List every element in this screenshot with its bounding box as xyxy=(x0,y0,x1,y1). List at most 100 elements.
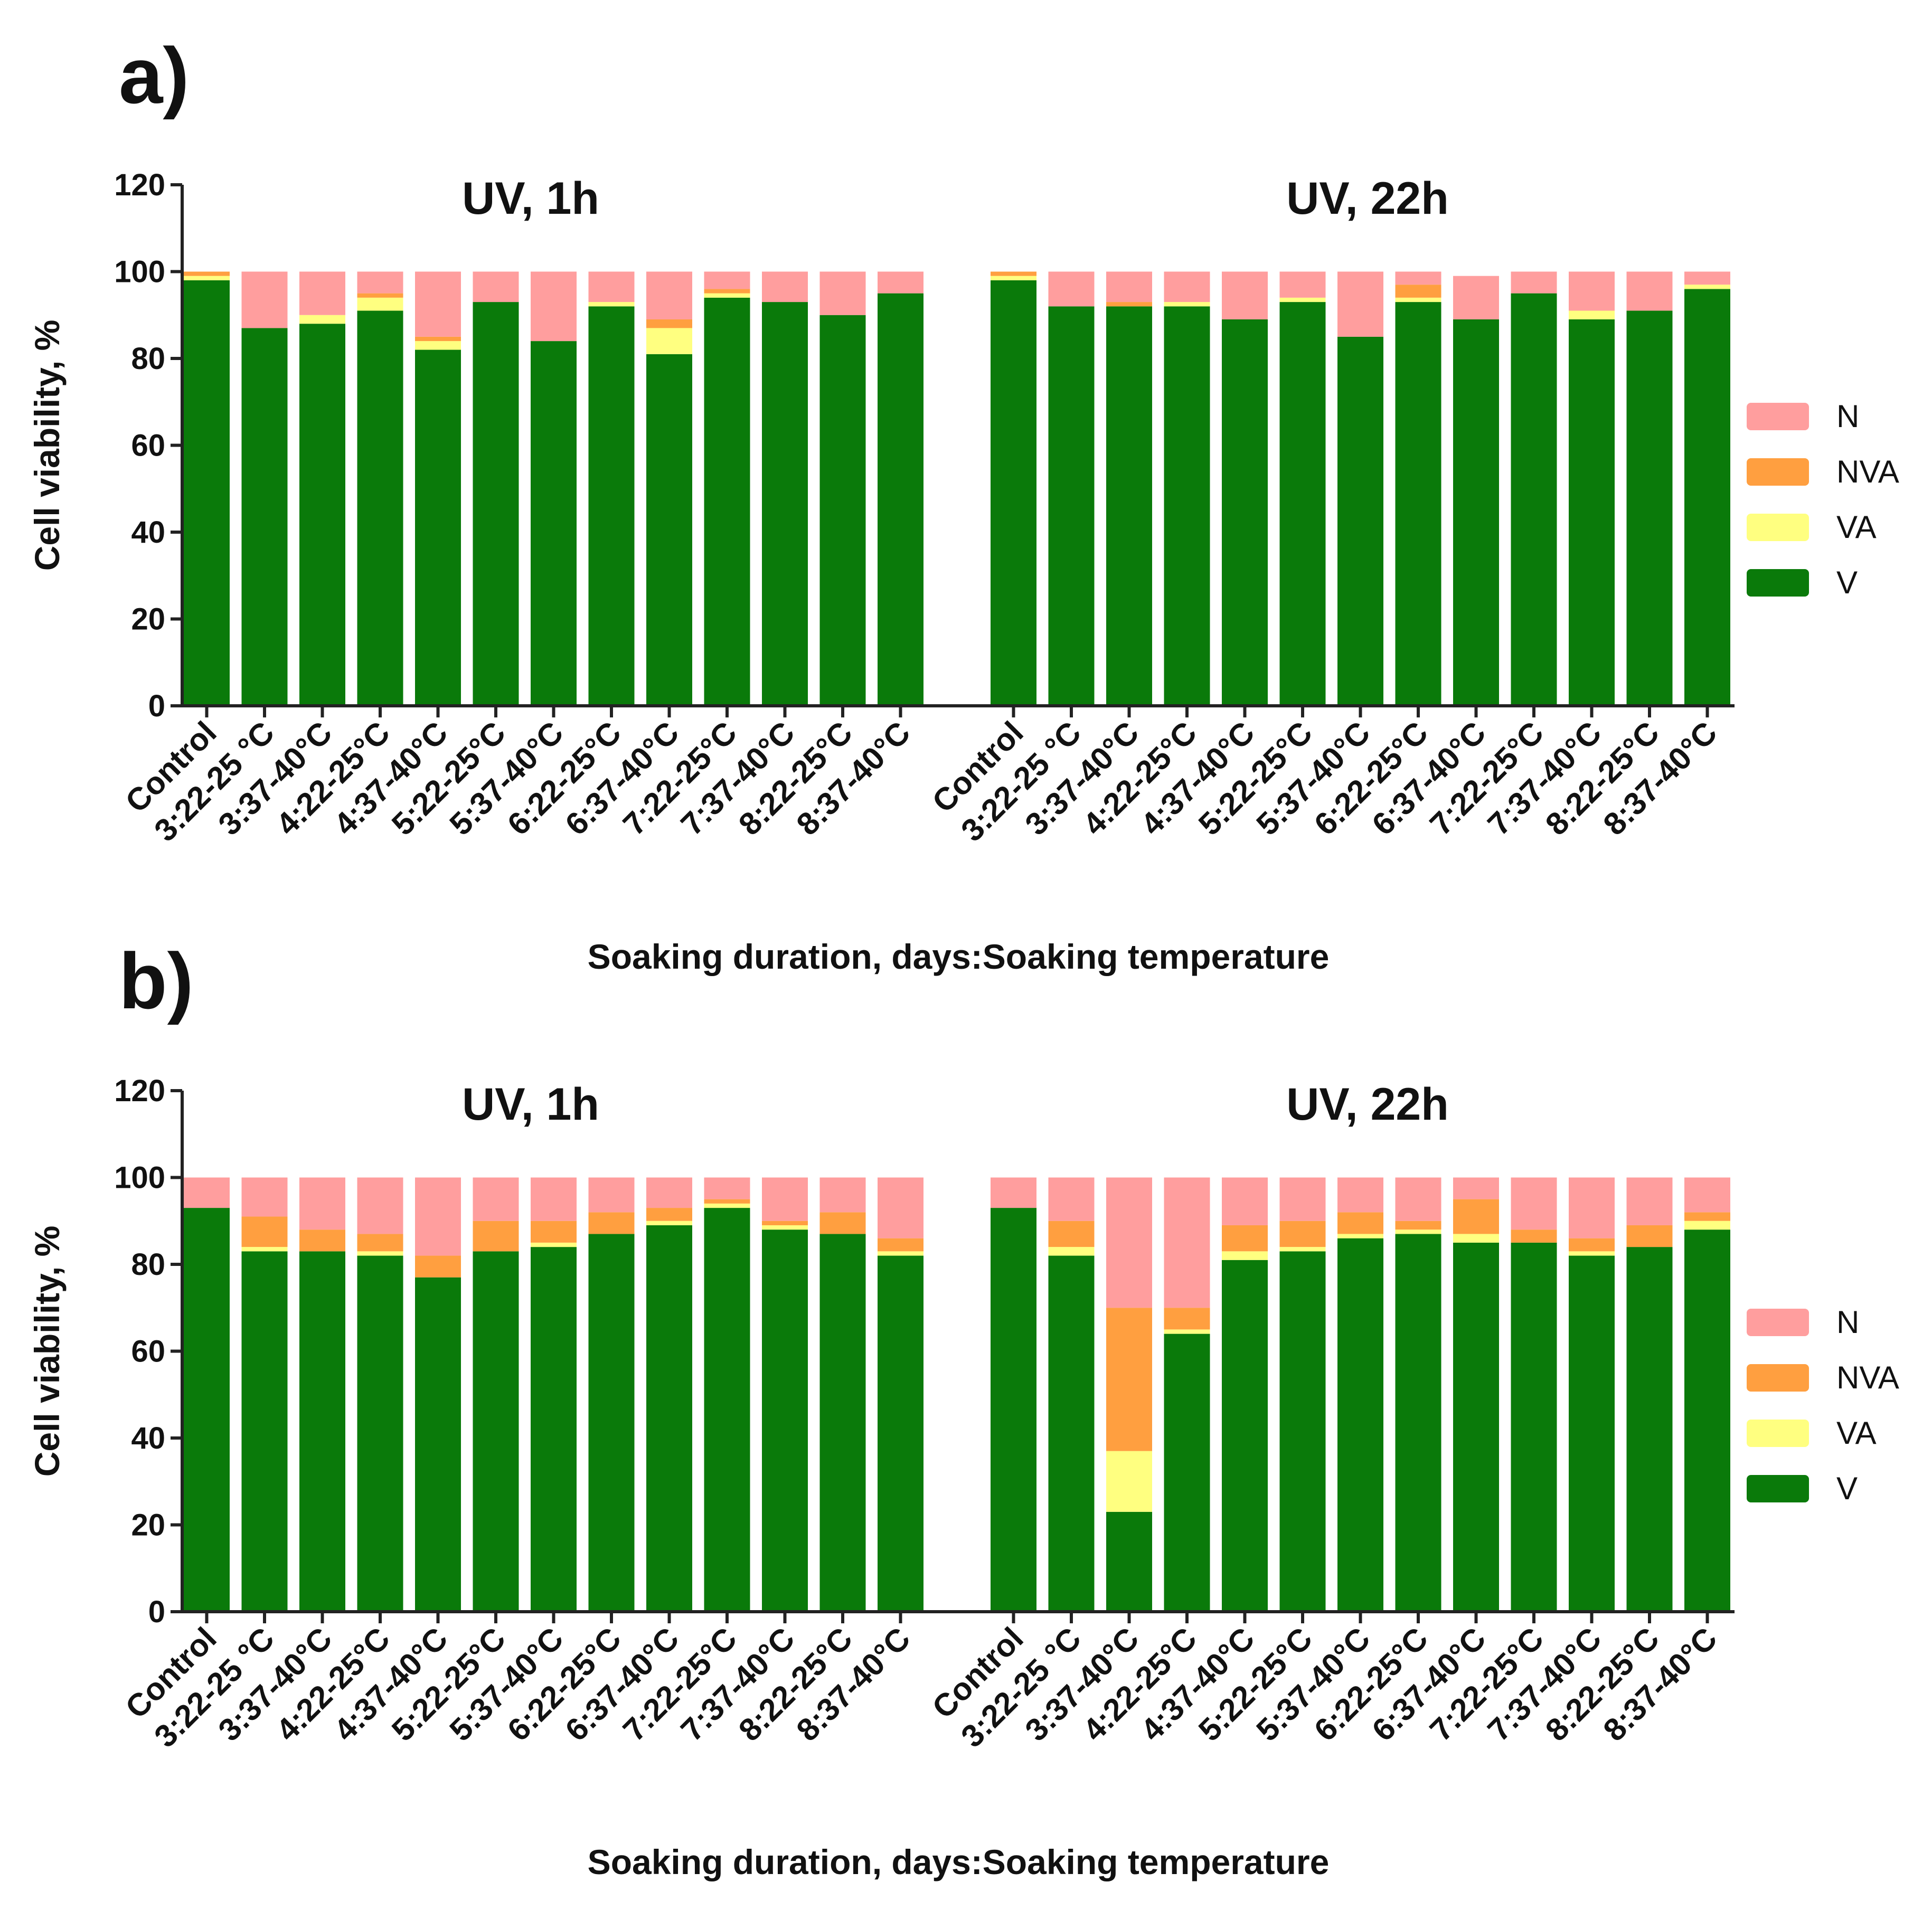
bar-segment-n xyxy=(1048,1177,1095,1221)
bar-segment-nva xyxy=(704,289,750,294)
legend-label: VA xyxy=(1836,509,1877,545)
legend-swatch-va xyxy=(1747,1420,1809,1447)
bar-segment-n xyxy=(1337,271,1383,337)
y-tick-label: 80 xyxy=(131,1247,165,1282)
y-tick-label: 80 xyxy=(131,342,165,376)
bar-segment-v xyxy=(1279,1251,1326,1612)
bar-segment-nva xyxy=(531,1221,577,1243)
bar-segment-va xyxy=(357,297,403,311)
bar-segment-nva xyxy=(1684,1212,1730,1221)
bar-segment-n xyxy=(1626,1177,1673,1225)
bar-segment-v xyxy=(1453,1242,1499,1612)
bar-segment-va xyxy=(1106,1451,1152,1512)
bar-segment-v xyxy=(704,297,750,706)
bar-segment-v xyxy=(588,306,635,706)
bar-segment-va xyxy=(704,1203,750,1208)
bar-segment-v xyxy=(415,1277,461,1612)
bar-segment-v xyxy=(1164,306,1210,706)
bar-segment-nva xyxy=(991,271,1036,276)
bar-segment-nva xyxy=(184,271,230,276)
legend-label: NVA xyxy=(1836,1360,1899,1395)
bar-segment-v xyxy=(1337,336,1383,706)
bar-segment-v xyxy=(991,280,1036,706)
bar-segment-nva xyxy=(1048,1221,1095,1247)
bar-segment-n xyxy=(704,1177,750,1199)
bar-segment-n xyxy=(588,1177,635,1213)
bar-segment-nva xyxy=(646,1208,692,1221)
y-tick-label: 100 xyxy=(114,1161,165,1195)
y-tick-label: 100 xyxy=(114,255,165,289)
bar-segment-n xyxy=(1395,271,1441,285)
legend-swatch-n xyxy=(1747,1309,1809,1336)
bar-segment-nva xyxy=(646,319,692,328)
bar-segment-n xyxy=(762,271,808,302)
bar-segment-v xyxy=(473,1251,519,1612)
bar-segment-n xyxy=(819,271,866,315)
bar-segment-n xyxy=(646,271,692,319)
legend-label: V xyxy=(1836,1471,1858,1506)
bar-segment-v xyxy=(1511,293,1557,706)
bar-segment-nva xyxy=(415,336,461,342)
bar-segment-v xyxy=(1048,306,1095,706)
bar-segment-va xyxy=(1279,297,1326,302)
bar-group-2 xyxy=(991,1177,1730,1612)
bar-group-2 xyxy=(991,271,1730,706)
bar-segment-nva xyxy=(357,293,403,298)
bar-segment-v xyxy=(1106,306,1152,706)
bar-segment-va xyxy=(991,276,1036,280)
bar-segment-v xyxy=(588,1234,635,1612)
y-tick-label: 120 xyxy=(114,168,165,202)
bar-segment-n xyxy=(1511,271,1557,294)
bar-segment-nva xyxy=(819,1212,866,1234)
bar-segment-va xyxy=(299,315,345,324)
bar-segment-nva xyxy=(1164,1308,1210,1330)
legend-label: N xyxy=(1836,1304,1859,1340)
bar-segment-nva xyxy=(1453,1199,1499,1234)
x-axis-label: Soaking duration, days:Soaking temperatu… xyxy=(588,1842,1330,1881)
group-title: UV, 1h xyxy=(462,173,599,224)
bar-segment-v xyxy=(473,302,519,706)
y-tick-label: 120 xyxy=(114,1074,165,1108)
group-title: UV, 22h xyxy=(1286,1079,1449,1130)
bar-segment-va xyxy=(1222,1251,1268,1260)
bar-segment-va xyxy=(1684,285,1730,289)
bar-segment-n xyxy=(1511,1177,1557,1230)
legend: N NVA VA V xyxy=(1747,1304,1899,1506)
bar-segment-nva xyxy=(1106,302,1152,307)
bar-group-1 xyxy=(184,1177,923,1612)
bar-group-1 xyxy=(184,271,923,706)
bar-segment-nva xyxy=(1279,1221,1326,1247)
bar-segment-va xyxy=(646,1221,692,1225)
bar-segment-n xyxy=(1222,271,1268,319)
bar-segment-nva xyxy=(1337,1212,1383,1234)
bar-segment-n xyxy=(1569,1177,1615,1238)
bar-segment-nva xyxy=(1569,1238,1615,1252)
bar-segment-v xyxy=(1684,289,1730,706)
bar-segment-n xyxy=(357,1177,403,1234)
bar-segment-n xyxy=(1395,1177,1441,1221)
y-tick-label: 60 xyxy=(131,1335,165,1369)
bar-segment-n xyxy=(991,1177,1036,1208)
legend-swatch-nva xyxy=(1747,458,1809,486)
bar-segment-v xyxy=(184,1208,230,1612)
legend-label: VA xyxy=(1836,1415,1877,1451)
bar-segment-v xyxy=(1511,1242,1557,1612)
bar-segment-nva xyxy=(588,1212,635,1234)
bar-segment-nva xyxy=(1395,285,1441,298)
bar-segment-n xyxy=(704,271,750,289)
bar-segment-n xyxy=(1048,271,1095,307)
bar-segment-va xyxy=(1164,1329,1210,1334)
bar-segment-n xyxy=(878,271,923,294)
bar-segment-nva xyxy=(299,1229,345,1252)
bar-segment-nva xyxy=(762,1221,808,1225)
bar-segment-n xyxy=(1626,271,1673,311)
bar-segment-n xyxy=(357,271,403,294)
bar-segment-n xyxy=(299,271,345,315)
bar-segment-n xyxy=(473,271,519,302)
bar-segment-nva xyxy=(1395,1221,1441,1230)
bar-segment-nva xyxy=(473,1221,519,1252)
bar-segment-v xyxy=(1279,302,1326,706)
bar-segment-va xyxy=(184,276,230,280)
y-tick-label: 20 xyxy=(131,1508,165,1543)
